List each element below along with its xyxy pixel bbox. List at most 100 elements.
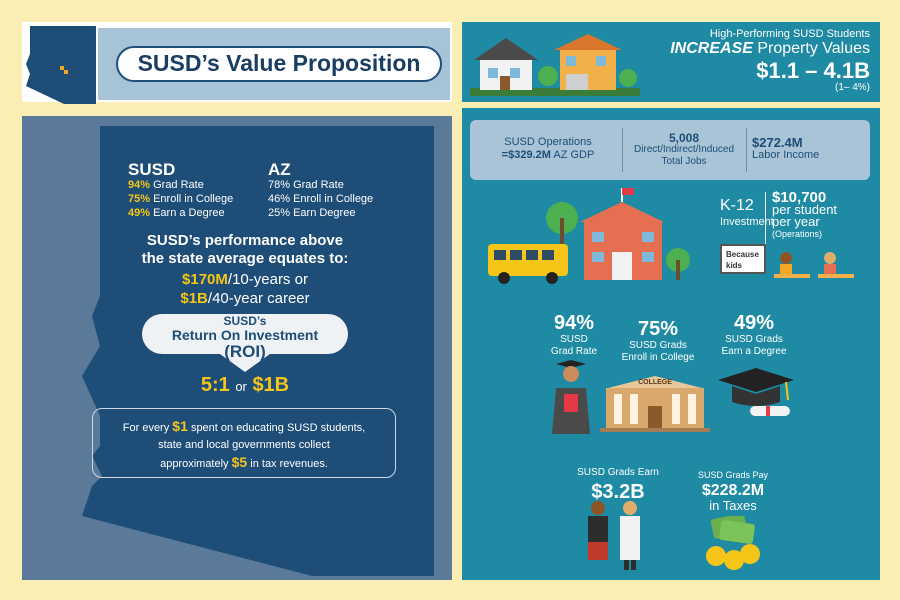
ops-suffix: AZ GDP — [553, 149, 595, 161]
enroll-value: 75% — [637, 318, 679, 340]
k12-line: Investment — [720, 216, 774, 228]
roi-or: or — [235, 379, 247, 394]
jobs-value: 5,008 — [668, 131, 700, 145]
susd-stat-value: 75% — [128, 193, 151, 205]
property-value: $1.1 – 4.1B — [756, 58, 870, 83]
performance-text: SUSD’s performance above the state avera… — [110, 232, 380, 268]
susd-stat-value: 49% — [128, 207, 151, 219]
school-building-icon — [488, 188, 690, 284]
college-building-icon — [600, 376, 710, 432]
enroll-stat: 75% SUSD Grads Enroll in College — [610, 318, 706, 364]
taxes-stat: SUSD Grads Pay $228.2M in Taxes — [686, 468, 780, 513]
susd-stat-value: 94% — [128, 179, 151, 191]
susd-heading: SUSD — [128, 160, 176, 179]
roi-text: SUSD’s Return On Investment (ROI) — [140, 314, 350, 361]
tax-value: $228.2M — [701, 482, 765, 499]
az-stat: 46% Enroll in College — [268, 193, 374, 205]
az-stat: 78% Grad Rate — [268, 179, 344, 191]
graduate-icon — [552, 360, 590, 434]
roi-line: SUSD’s — [223, 314, 267, 328]
ops-label: SUSD Operations — [504, 136, 592, 148]
enroll-line: Enroll in College — [621, 352, 695, 363]
box-text: spent on educating SUSD students, — [190, 422, 366, 434]
value-amount: $1B — [180, 290, 208, 307]
roi-ratio: 5:1 — [200, 374, 230, 396]
because-kids-sign: Because kids — [720, 244, 766, 274]
house-icon — [470, 34, 640, 96]
property-line: High-Performing SUSD Students — [709, 28, 870, 40]
az-stat: 25% Earn Degree — [268, 207, 356, 219]
right-panel — [462, 108, 880, 580]
labor-label: Labor Income — [752, 149, 820, 161]
value-amount: $170M — [182, 271, 228, 288]
performance-line: the state average equates to: — [141, 250, 349, 267]
arizona-map-icon — [26, 26, 96, 104]
tax-label: SUSD Grads Pay — [697, 470, 769, 480]
jobs-label: Direct/Indirect/Induced — [633, 144, 735, 155]
performance-line: SUSD’s performance above — [146, 232, 344, 249]
box-text: approximately — [160, 458, 229, 470]
sign-text: kids — [726, 261, 743, 270]
money-stack-icon — [706, 516, 760, 570]
earnings-stat: SUSD Grads Earn $3.2B — [570, 466, 666, 504]
grad-cap-icon — [718, 368, 794, 416]
per-student-line: (Operations) — [772, 229, 823, 239]
earn-label: SUSD Grads Earn — [577, 467, 659, 478]
box-text: in tax revenues. — [250, 458, 328, 470]
value-rest: /10-years or — [227, 271, 308, 288]
jobs-stat: 5,008 Direct/Indirect/Induced Total Jobs — [624, 132, 744, 168]
grad-rate-stat: 94% SUSD Grad Rate — [540, 312, 608, 358]
professionals-icon — [588, 501, 640, 570]
jobs-label: Total Jobs — [661, 156, 707, 167]
k12-line: K-12 — [720, 197, 754, 214]
tax-suffix: in Taxes — [709, 498, 757, 513]
divider — [622, 128, 623, 172]
per-student-line: per student — [772, 202, 838, 217]
susd-stats: 94% Grad Rate 75% Enroll in College 49% … — [128, 178, 233, 220]
degree-value: 49% — [733, 312, 775, 334]
tax-revenue-box — [92, 408, 396, 478]
box-text: state and local governments collect — [158, 439, 330, 451]
per-student-value: $10,700 — [772, 189, 827, 206]
value-text: $170M/10-years or $1B/40-year career — [110, 270, 380, 308]
increase-word: INCREASE — [670, 40, 753, 57]
title-pill — [116, 46, 442, 82]
k12-investment: K-12 Investment — [720, 198, 774, 230]
classroom-icon — [774, 252, 854, 278]
roi-line: Return On Investment — [171, 327, 319, 343]
property-pct: (1– 4%) — [834, 82, 870, 93]
college-sign: COLLEGE — [638, 379, 672, 386]
box-amount: $1 — [172, 418, 188, 434]
roi-amount: $1B — [252, 374, 290, 396]
box-text: For every — [122, 422, 170, 434]
susd-stat-label: Earn a Degree — [153, 207, 225, 219]
box-amount: $5 — [231, 454, 248, 470]
az-stats: 78% Grad Rate 46% Enroll in College 25% … — [268, 178, 373, 220]
degree-line: Earn a Degree — [721, 346, 787, 357]
roi-banner — [142, 314, 348, 372]
divider — [746, 128, 747, 172]
page-title: SUSD’s Value Proposition — [137, 50, 421, 76]
grad-rate-line: SUSD — [560, 334, 588, 345]
susd-stat-label: Grad Rate — [153, 179, 204, 191]
roi-values: 5:1 or $1B — [170, 374, 320, 397]
earn-value: $3.2B — [591, 481, 645, 503]
grad-rate-line: Grad Rate — [550, 346, 598, 357]
per-student: $10,700 per student per year (Operations… — [772, 189, 838, 240]
grad-rate-value: 94% — [553, 312, 595, 334]
per-student-line: per year — [772, 214, 820, 229]
property-increase: INCREASE Property Values — [640, 40, 870, 58]
value-rest: /40-year career — [207, 290, 310, 307]
ops-value: =$329.2M — [501, 149, 551, 161]
labor-stat: $272.4M Labor Income — [752, 136, 862, 162]
enroll-line: SUSD Grads — [629, 340, 687, 351]
sign-text: Because — [726, 250, 759, 259]
susd-stat-label: Enroll in College — [153, 193, 234, 205]
divider — [765, 192, 766, 244]
roi-line: (ROI) — [224, 342, 266, 361]
degree-stat: 49% SUSD Grads Earn a Degree — [716, 312, 792, 358]
tax-revenue-text: For every $1 spent on educating SUSD stu… — [96, 418, 392, 473]
degree-line: SUSD Grads — [725, 334, 783, 345]
ops-stat: SUSD Operations =$329.2M AZ GDP — [478, 136, 618, 162]
labor-value: $272.4M — [752, 135, 803, 150]
